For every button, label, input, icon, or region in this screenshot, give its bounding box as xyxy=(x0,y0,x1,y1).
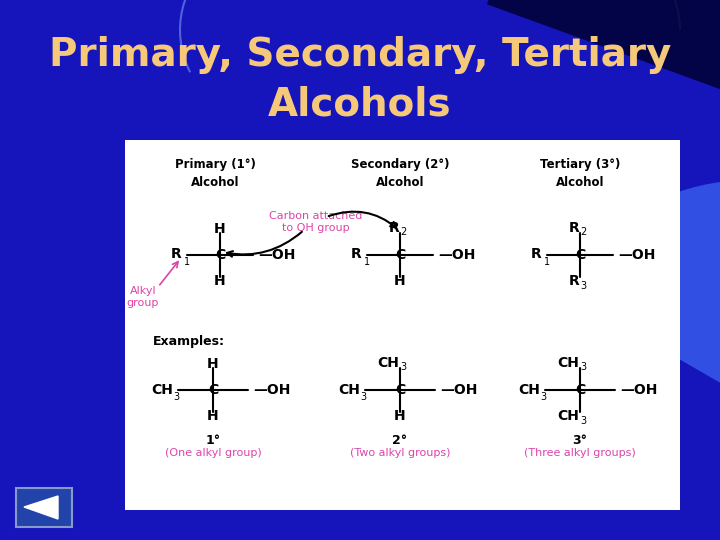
Text: —OH: —OH xyxy=(258,248,295,262)
Text: Carbon attached
to OH group: Carbon attached to OH group xyxy=(269,211,363,233)
FancyBboxPatch shape xyxy=(125,140,680,510)
Text: 3°: 3° xyxy=(572,434,588,447)
Text: 1: 1 xyxy=(544,257,550,267)
Text: Alkyl
group: Alkyl group xyxy=(127,286,159,308)
Text: 2: 2 xyxy=(400,227,406,237)
Text: C: C xyxy=(575,248,585,262)
Text: 3: 3 xyxy=(174,392,180,402)
Text: Examples:: Examples: xyxy=(153,335,225,348)
Text: CH: CH xyxy=(557,356,579,370)
Text: R: R xyxy=(351,247,362,261)
Text: —OH: —OH xyxy=(618,248,655,262)
Text: R: R xyxy=(568,221,579,235)
FancyBboxPatch shape xyxy=(16,488,72,527)
Text: 3: 3 xyxy=(580,281,586,291)
Text: H: H xyxy=(214,222,226,236)
Text: 2: 2 xyxy=(580,227,586,237)
Text: Primary, Secondary, Tertiary: Primary, Secondary, Tertiary xyxy=(49,36,671,74)
Text: 3: 3 xyxy=(580,416,586,426)
Text: —OH: —OH xyxy=(440,383,477,397)
Text: CH: CH xyxy=(338,383,360,397)
Text: 1: 1 xyxy=(364,257,370,267)
Text: H: H xyxy=(207,357,219,371)
Text: 1: 1 xyxy=(184,257,190,267)
Text: Primary (1°)
Alcohol: Primary (1°) Alcohol xyxy=(174,158,256,189)
Text: C: C xyxy=(395,248,405,262)
Text: R: R xyxy=(568,274,579,288)
Text: 3: 3 xyxy=(361,392,367,402)
Text: CH: CH xyxy=(557,409,579,423)
Text: Secondary (2°)
Alcohol: Secondary (2°) Alcohol xyxy=(351,158,449,189)
Text: 3: 3 xyxy=(541,392,547,402)
Text: C: C xyxy=(208,383,218,397)
Text: —OH: —OH xyxy=(253,383,291,397)
Text: H: H xyxy=(214,274,226,288)
Text: CH: CH xyxy=(377,356,399,370)
Text: 1°: 1° xyxy=(205,434,220,447)
Text: H: H xyxy=(394,409,406,423)
Text: C: C xyxy=(575,383,585,397)
Text: R: R xyxy=(388,221,399,235)
Text: 3: 3 xyxy=(580,362,586,372)
Wedge shape xyxy=(559,180,720,400)
Text: (Two alkyl groups): (Two alkyl groups) xyxy=(350,448,450,458)
Text: CH: CH xyxy=(518,383,540,397)
Text: R: R xyxy=(531,247,542,261)
Text: H: H xyxy=(394,274,406,288)
Text: —OH: —OH xyxy=(620,383,657,397)
Text: 2°: 2° xyxy=(392,434,408,447)
Text: Tertiary (3°)
Alcohol: Tertiary (3°) Alcohol xyxy=(540,158,620,189)
Text: —OH: —OH xyxy=(438,248,475,262)
Text: R: R xyxy=(171,247,182,261)
Text: (One alkyl group): (One alkyl group) xyxy=(165,448,261,458)
Text: (Three alkyl groups): (Three alkyl groups) xyxy=(524,448,636,458)
Text: C: C xyxy=(215,248,225,262)
Text: Alcohols: Alcohols xyxy=(268,86,452,124)
Wedge shape xyxy=(487,0,720,100)
Polygon shape xyxy=(24,496,58,519)
Text: 3: 3 xyxy=(400,362,406,372)
Text: CH: CH xyxy=(151,383,173,397)
Text: C: C xyxy=(395,383,405,397)
Text: H: H xyxy=(207,409,219,423)
